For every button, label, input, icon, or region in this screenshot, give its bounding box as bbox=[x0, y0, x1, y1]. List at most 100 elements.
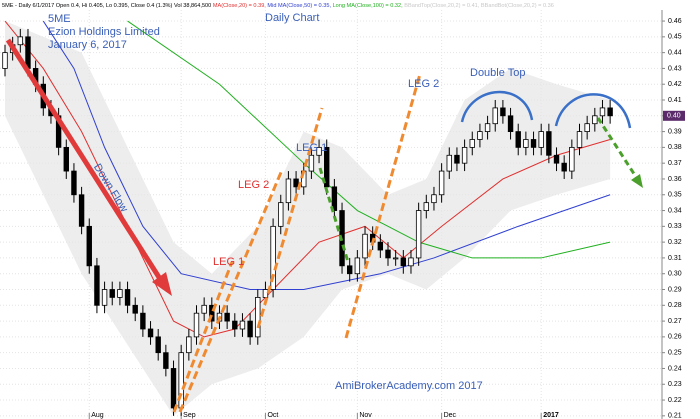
y-tick-label: 0.27 bbox=[668, 318, 682, 325]
double-top-arc bbox=[554, 93, 632, 129]
candle-body bbox=[354, 257, 361, 275]
candle-body bbox=[262, 289, 269, 298]
candle-body bbox=[117, 289, 123, 298]
plot-marks bbox=[2, 20, 613, 416]
candle-body bbox=[431, 194, 437, 204]
trend-line bbox=[318, 167, 350, 263]
ma-line bbox=[42, 20, 611, 291]
candle-body bbox=[377, 241, 384, 251]
annotation: LEG 2 bbox=[408, 78, 439, 90]
x-tick-label: Sep bbox=[183, 412, 196, 419]
candle-body bbox=[94, 265, 100, 306]
plot-background: 0.21 0.22 0.23 0.24 0.25 0.26 0.27 0.28 0.29 0.30… bbox=[0, 10, 682, 419]
candle-body bbox=[446, 154, 452, 172]
candle-body bbox=[224, 312, 230, 322]
annotation: Daily Chart bbox=[265, 12, 319, 24]
candle-body bbox=[101, 289, 108, 306]
last-price-tag bbox=[663, 110, 685, 121]
candle-body bbox=[469, 139, 475, 148]
candle-body bbox=[124, 289, 131, 306]
candle-body bbox=[530, 139, 537, 148]
trend-line bbox=[596, 117, 640, 181]
candle-body bbox=[492, 107, 498, 125]
candle-body bbox=[500, 107, 506, 117]
annotation: Double Top bbox=[470, 67, 525, 79]
candle-body bbox=[201, 304, 207, 314]
candle-body bbox=[247, 320, 253, 338]
y-tick-label: 0.37 bbox=[668, 160, 682, 167]
candle-body bbox=[278, 202, 284, 227]
y-tick-label: 0.34 bbox=[668, 207, 682, 214]
y-tick-label: 0.36 bbox=[668, 176, 682, 183]
candle-body bbox=[553, 154, 560, 164]
y-tick-label: 0.22 bbox=[668, 397, 682, 404]
header-part: 5ME - Daily 6/1/2017 Open 0.4, Hi 0.405,… bbox=[2, 3, 213, 9]
trend-line bbox=[256, 107, 324, 329]
arrow-head bbox=[152, 272, 172, 296]
y-tick-label: 0.41 bbox=[668, 97, 682, 104]
annotation: LEG 1 bbox=[296, 142, 327, 154]
header-part: Long MA(Close,100) = 0.32, bbox=[333, 3, 405, 9]
header-part: BBandTop(Close,20,2) = 0.41, bbox=[404, 3, 481, 9]
ma-line bbox=[4, 20, 611, 338]
x-tick-label: Aug bbox=[91, 412, 104, 419]
trend-line bbox=[344, 73, 422, 339]
candle-body bbox=[186, 336, 192, 354]
drawings bbox=[5, 38, 643, 413]
candle-body bbox=[408, 257, 414, 267]
candle-body bbox=[239, 320, 246, 330]
candle-body bbox=[324, 146, 330, 188]
candle-body bbox=[400, 257, 407, 267]
ma-line bbox=[127, 20, 611, 259]
candle-body bbox=[461, 146, 468, 164]
candle-body bbox=[270, 225, 276, 290]
candle-body bbox=[163, 352, 169, 369]
candle-body bbox=[2, 52, 8, 69]
candle-body bbox=[293, 178, 299, 188]
candle-body bbox=[147, 328, 154, 338]
double-top-arc bbox=[460, 90, 534, 123]
last-price-label: 0.40 bbox=[667, 113, 681, 120]
candle-body bbox=[331, 186, 338, 211]
annotation: Ezion Holdings Limited bbox=[48, 26, 160, 38]
y-tick-label: 0.35 bbox=[668, 192, 682, 199]
header-part: Mid MA(Close,50) = 0.35, bbox=[267, 3, 332, 9]
y-tick-label: 0.21 bbox=[668, 413, 682, 419]
y-tick-label: 0.23 bbox=[668, 381, 682, 388]
candle-body bbox=[392, 257, 399, 260]
candle-body bbox=[385, 249, 391, 259]
y-tick-label: 0.26 bbox=[668, 334, 682, 341]
candle-body bbox=[415, 210, 422, 259]
annotation: January 6, 2017 bbox=[48, 39, 127, 51]
candle-body bbox=[454, 154, 460, 164]
candle-body bbox=[538, 131, 544, 148]
annotation: LEG 1 bbox=[213, 256, 244, 268]
trend-line bbox=[178, 169, 284, 413]
candle-body bbox=[25, 36, 31, 69]
y-tick-label: 0.46 bbox=[668, 18, 682, 25]
candle-body bbox=[316, 146, 322, 156]
trend-line bbox=[172, 261, 234, 413]
header-part: MA(Close,20) = 0.39, bbox=[213, 3, 268, 9]
bollinger-band bbox=[5, 21, 611, 416]
header-part: BBandBot(Close,20,2) = 0.36 bbox=[481, 3, 554, 9]
candle-body bbox=[561, 162, 567, 172]
candle-body bbox=[193, 312, 200, 338]
x-tick-label: Oct bbox=[267, 412, 278, 419]
candle-body bbox=[285, 178, 292, 204]
y-tick-label: 0.25 bbox=[668, 350, 682, 357]
candle-body bbox=[477, 131, 483, 140]
candle-body bbox=[209, 304, 215, 322]
candle-body bbox=[515, 131, 521, 148]
candle-body bbox=[170, 368, 177, 409]
candle-body bbox=[71, 170, 77, 196]
candle-body bbox=[607, 107, 613, 117]
candle-body bbox=[308, 154, 315, 172]
candle-body bbox=[255, 297, 261, 338]
x-tick-label: Dec bbox=[444, 412, 457, 419]
annotation: AmiBrokerAcademy.com 2017 bbox=[335, 380, 483, 392]
header: 5ME - Daily 6/1/2017 Open 0.4, Hi 0.405,… bbox=[2, 3, 554, 9]
candle-body bbox=[599, 107, 606, 117]
y-tick-label: 0.44 bbox=[668, 49, 682, 56]
candle-body bbox=[523, 139, 529, 148]
